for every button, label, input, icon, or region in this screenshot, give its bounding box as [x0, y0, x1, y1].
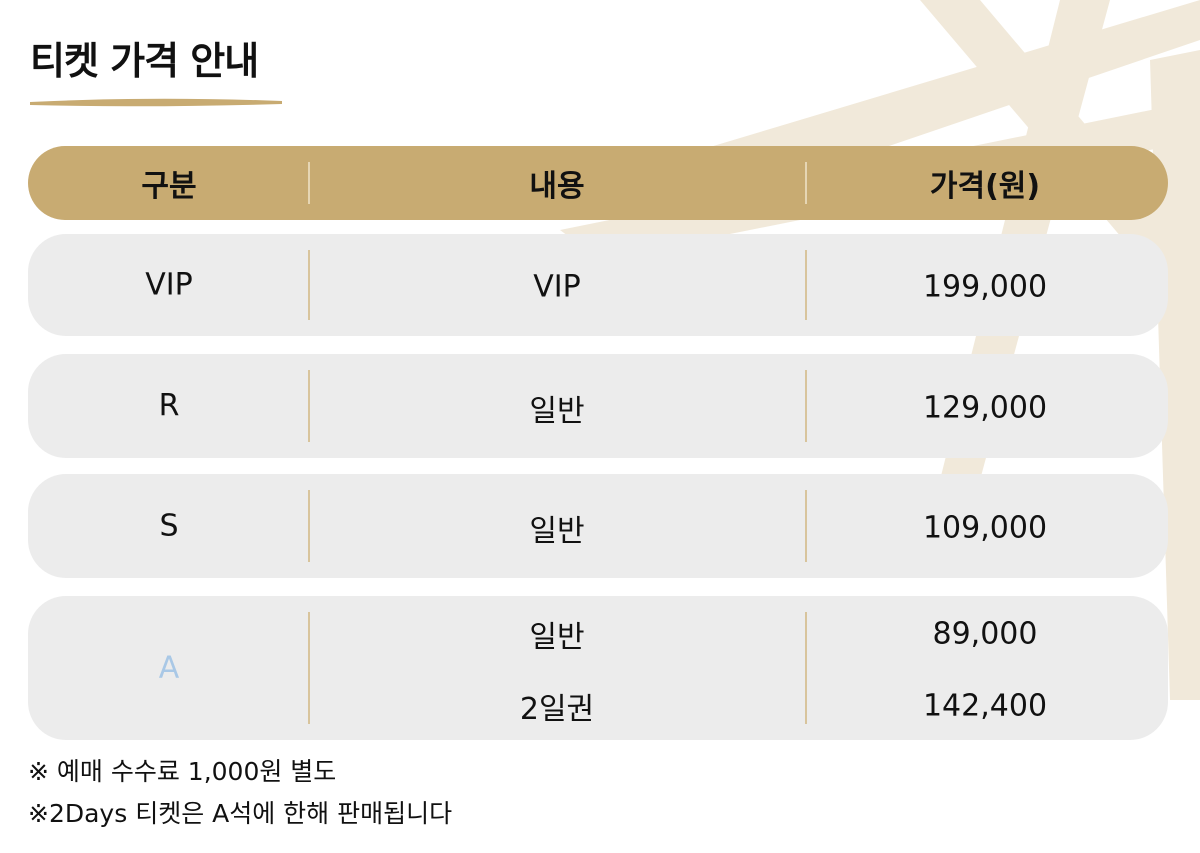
content-cell: 일반	[529, 394, 585, 429]
table-header: 구분 내용 가격(원)	[28, 146, 1168, 220]
column-divider	[308, 250, 310, 320]
price-cell: 109,000	[922, 510, 1048, 546]
column-divider	[805, 490, 807, 562]
column-divider	[805, 370, 807, 442]
table-row: S 일반 109,000	[28, 474, 1168, 578]
footnote: ※2Days 티켓은 A석에 한해 판매됩니다	[28, 799, 453, 828]
column-divider	[308, 490, 310, 562]
price-cell: 129,000	[922, 390, 1048, 426]
content-cell: VIP	[533, 269, 581, 305]
grade-cell: S	[159, 508, 179, 544]
column-divider	[805, 612, 807, 724]
price-cell: 89,000	[932, 616, 1038, 652]
header-cell: 가격(원)	[929, 169, 1041, 204]
header-cell: 구분	[141, 169, 197, 204]
price-cell: 142,400	[922, 688, 1048, 724]
column-divider	[805, 162, 807, 204]
column-divider	[308, 370, 310, 442]
header-cell: 내용	[529, 169, 585, 204]
table-row: VIP VIP 199,000	[28, 234, 1168, 336]
price-cell: 199,000	[922, 269, 1048, 305]
column-divider	[308, 612, 310, 724]
table-row: A 일반 89,000 2일권 142,400	[28, 596, 1168, 740]
grade-cell: VIP	[145, 267, 193, 303]
column-divider	[308, 162, 310, 204]
page-title: 티켓 가격 안내	[30, 39, 259, 83]
table-row: R 일반 129,000	[28, 354, 1168, 458]
grade-cell: A	[158, 650, 180, 686]
content-cell: 일반	[529, 514, 585, 549]
grade-cell: R	[158, 388, 180, 424]
footnote: ※ 예매 수수료 1,000원 별도	[28, 757, 337, 786]
content-cell: 2일권	[519, 692, 595, 727]
content-cell: 일반	[529, 620, 585, 655]
column-divider	[805, 250, 807, 320]
